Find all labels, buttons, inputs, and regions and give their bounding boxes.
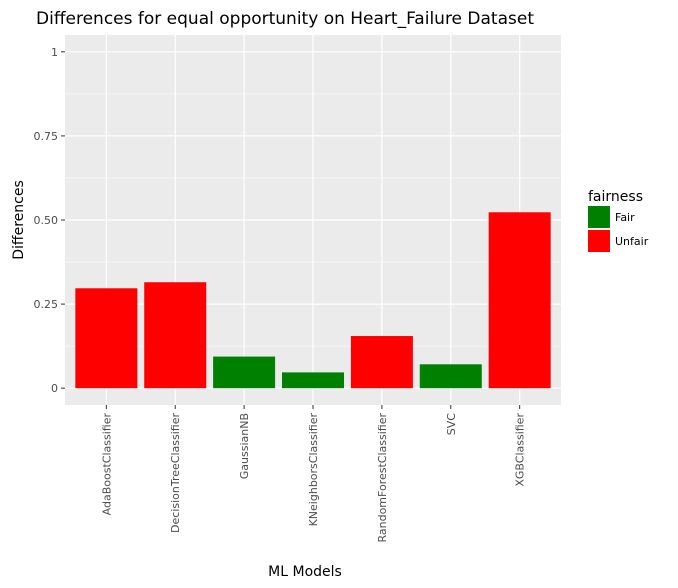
y-axis-ticks: 0 0.25 0.50 0.75 1 (34, 46, 65, 395)
y-tick-label: 0.75 (34, 130, 59, 143)
bar-DecisionTreeClassifier (144, 282, 207, 389)
bar-XGBClassifier (488, 212, 551, 389)
chart-title: Differences for equal opportunity on Hea… (36, 9, 534, 29)
bar-GaussianNB (213, 356, 276, 389)
bar-AdaBoostClassifier (75, 288, 138, 389)
bar-SVC (419, 364, 482, 389)
legend-title: fairness (588, 189, 643, 205)
x-tick-label: RandomForestClassifier (376, 413, 389, 543)
legend-key-fair (588, 206, 610, 228)
legend-key-unfair (588, 230, 610, 252)
x-axis-ticks: AdaBoostClassifier DecisionTreeClassifier… (100, 405, 527, 543)
legend: fairness Fair Unfair (588, 189, 649, 252)
x-tick-label: AdaBoostClassifier (100, 413, 113, 516)
x-tick-label: KNeighborsClassifier (307, 413, 320, 527)
x-tick-label: DecisionTreeClassifier (169, 413, 182, 533)
x-tick-label: GaussianNB (238, 413, 251, 479)
legend-label: Unfair (615, 235, 649, 248)
legend-label: Fair (615, 211, 635, 224)
x-tick-label: SVC (445, 413, 458, 436)
bars (75, 212, 551, 389)
y-axis-title: Differences (11, 180, 27, 259)
y-tick-label: 0.50 (34, 214, 59, 227)
x-tick-label: XGBClassifier (514, 413, 527, 487)
y-tick-label: 1 (51, 46, 58, 59)
bar-KNeighborsClassifier (282, 372, 344, 389)
x-axis-title: ML Models (268, 564, 342, 580)
bar-RandomForestClassifier (350, 336, 413, 389)
y-tick-label: 0 (51, 382, 58, 395)
y-tick-label: 0.25 (34, 298, 59, 311)
